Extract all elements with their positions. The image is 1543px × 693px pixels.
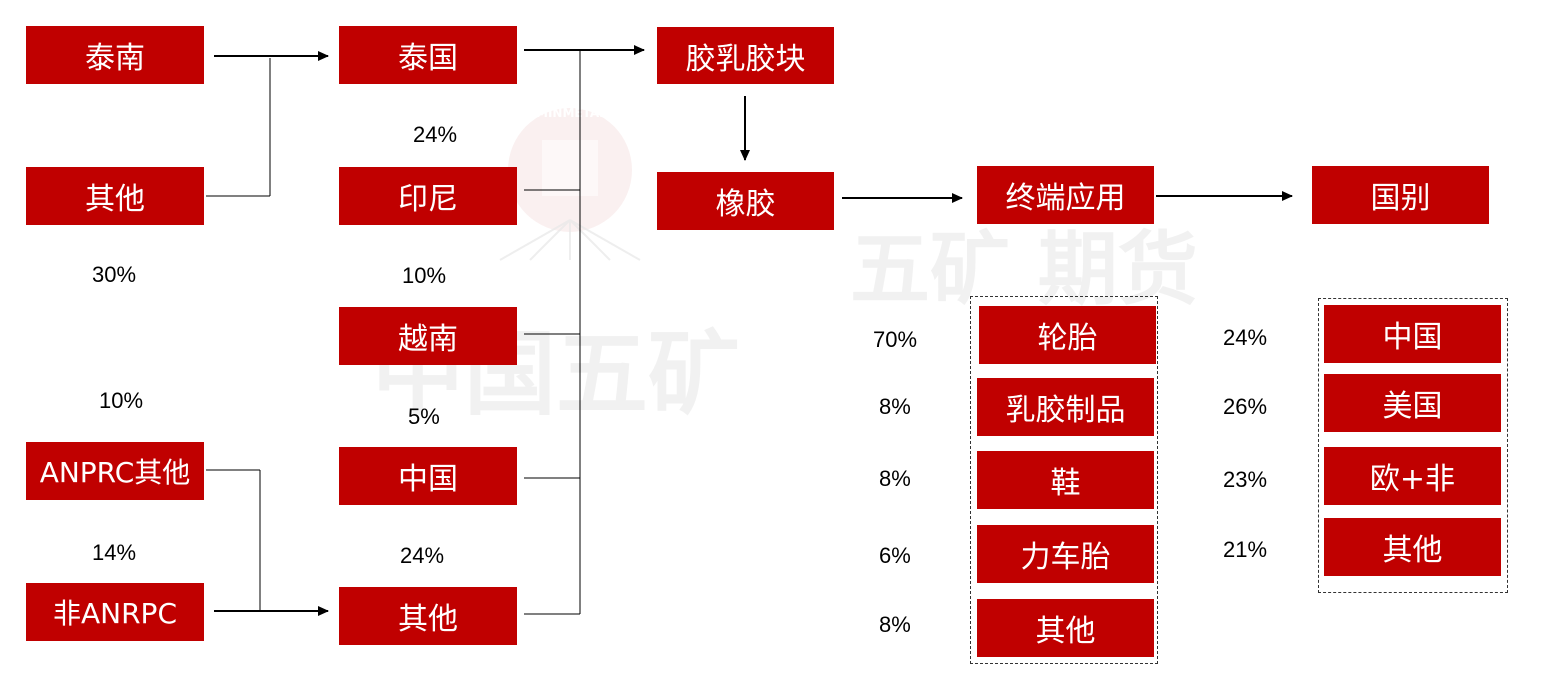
- producer-other-box: 其他: [339, 587, 517, 645]
- application-bicycle-tire-box: 力车胎: [977, 525, 1154, 583]
- country-usa-pct: 26%: [1223, 394, 1268, 419]
- producer-vietnam-box: 越南: [339, 307, 517, 365]
- producer-china-box: 中国: [339, 447, 517, 505]
- application-latex-products-pct: 8%: [879, 394, 911, 419]
- producer-other-pct: 24%: [400, 543, 445, 568]
- application-shoes-box: 鞋: [977, 451, 1154, 509]
- source-thai-south-box: 泰南: [26, 26, 204, 84]
- application-tire-pct: 70%: [873, 327, 918, 352]
- country-europe-africa-box: 欧+非: [1324, 447, 1501, 505]
- producer-indonesia-pct: 10%: [402, 263, 447, 288]
- country-box: 国别: [1312, 166, 1489, 224]
- country-other-pct: 21%: [1223, 537, 1268, 562]
- source-non-anrpc-box: 非ANRPC: [26, 583, 204, 641]
- source-other-box: 其他: [26, 167, 204, 225]
- applications-group: [970, 296, 1158, 664]
- application-other-box: 其他: [977, 599, 1154, 657]
- source-anrpc-other-box: ANPRC其他: [26, 442, 204, 500]
- producer-thailand-pct: 24%: [413, 122, 458, 147]
- watermark-top-text: 五矿 期货: [850, 223, 1198, 316]
- application-latex-products-box: 乳胶制品: [977, 378, 1154, 436]
- country-usa-box: 美国: [1324, 374, 1501, 432]
- producer-thailand-box: 泰国: [339, 26, 517, 84]
- application-tire-box: 轮胎: [979, 306, 1156, 364]
- country-other-box: 其他: [1324, 518, 1501, 576]
- source-anrpc-other-pct: 10%: [99, 388, 144, 413]
- watermark-logo: MINMETALS: [490, 100, 650, 270]
- country-china-box: 中国: [1324, 305, 1501, 363]
- countries-group: [1318, 298, 1508, 593]
- producer-vietnam-pct: 5%: [408, 404, 440, 429]
- country-china-pct: 24%: [1223, 325, 1268, 350]
- source-non-anrpc-pct: 14%: [92, 540, 137, 565]
- application-other-pct: 8%: [879, 612, 911, 637]
- country-europe-africa-pct: 23%: [1223, 467, 1268, 492]
- end-use-box: 终端应用: [977, 166, 1154, 224]
- producer-indonesia-box: 印尼: [339, 167, 517, 225]
- rubber-box: 橡胶: [657, 172, 834, 230]
- latex-block-box: 胶乳胶块: [657, 27, 834, 84]
- application-shoes-pct: 8%: [879, 466, 911, 491]
- application-bicycle-tire-pct: 6%: [879, 543, 911, 568]
- source-other-pct: 30%: [92, 262, 137, 287]
